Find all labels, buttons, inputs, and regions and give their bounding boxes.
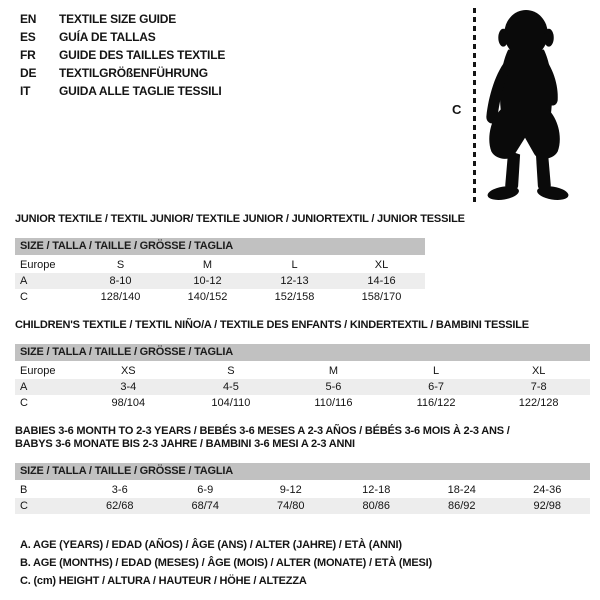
legend-language-code: EN [20,12,37,26]
table-row: A 8-10 10-12 12-13 14-16 [15,273,425,289]
table-row-label: Europe [20,259,56,271]
table-cell: 74/80 [276,500,305,512]
legend-label: TEXTILE SIZE GUIDE [59,12,177,26]
footnote-line: C. (cm) HEIGHT / ALTURA / HAUTEUR / HÖHE… [20,575,307,587]
junior-textile-table: JUNIOR TEXTILE / TEXTIL JUNIOR/ TEXTILE … [15,213,465,305]
table-cell: 86/92 [447,500,476,512]
table-cell: 80/86 [362,500,391,512]
table-row: Europe S M L XL [15,257,425,273]
table-cell: 4-5 [222,381,239,393]
table-cell: 9-12 [279,484,302,496]
table-cell: 158/170 [361,291,402,303]
legend-row: FR GUIDE DES TAILLES TEXTILE [20,46,225,64]
footnote-line: B. AGE (MONTHS) / EDAD (MESES) / ÂGE (MO… [20,557,432,569]
table-cell: 128/140 [100,291,141,303]
table-cell: 122/128 [518,397,559,409]
table-cell: 62/68 [105,500,134,512]
table-rows: Europe S M L XL A 8-10 10-12 12-13 14-16 C 128/140 1… [15,257,425,305]
height-measure-label: C [452,102,462,117]
table-row-label: C [20,500,28,512]
legend-language-code: FR [20,48,36,62]
table-cell: 6-7 [428,381,445,393]
language-legend: EN TEXTILE SIZE GUIDE ES GUÍA DE TALLAS FR GU… [20,10,225,100]
babies-textile-table: BABIES 3-6 MONTH TO 2-3 YEARS / BEBÉS 3-… [15,425,590,514]
legend-label: GUÍA DE TALLAS [59,30,156,44]
table-row: Europe XS S M L XL [15,363,590,379]
table-size-header: SIZE / TALLA / TAILLE / GRÖSSE / TAGLIA [15,463,590,480]
table-title: JUNIOR TEXTILE / TEXTIL JUNIOR/ TEXTILE … [15,213,465,226]
table-cell: 152/158 [274,291,315,303]
table-cell: 68/74 [191,500,220,512]
legend-language-code: ES [20,30,36,44]
table-cell: 24-36 [533,484,562,496]
table-title-line: BABYS 3-6 MONATE BIS 2-3 JAHRE / BAMBINI… [15,438,355,450]
legend-row: EN TEXTILE SIZE GUIDE [20,10,225,28]
legend-language-code: IT [20,84,31,98]
table-cell: XL [531,365,546,377]
legend-label: GUIDA ALLE TAGLIE TESSILI [59,84,222,98]
table-row: B 3-6 6-9 9-12 12-18 18-24 24-36 [15,482,590,498]
table-row-label: B [20,484,28,496]
table-row: C 98/104 104/110 110/116 116/122 122/128 [15,395,590,411]
table-size-header: SIZE / TALLA / TAILLE / GRÖSSE / TAGLIA [15,238,425,255]
table-cell: 18-24 [447,484,476,496]
table-row-label: C [20,397,28,409]
table-cell: M [202,259,213,271]
legend-label: TEXTILGRÖßENFÜHRUNG [59,66,208,80]
table-cell: 3-6 [111,484,128,496]
table-cell: 12-13 [280,275,309,287]
table-cell: 8-10 [109,275,132,287]
table-row: C 128/140 140/152 152/158 158/170 [15,289,425,305]
toddler-silhouette-icon [486,9,569,200]
height-measure-line [473,8,476,206]
table-cell: 110/116 [314,397,353,409]
table-cell: L [291,259,298,271]
table-cell: XL [374,259,389,271]
table-cell: XS [120,365,136,377]
table-rows: Europe XS S M L XL A 3-4 4-5 5-6 6-7 7-8 C 98/104 104/… [15,363,590,411]
table-cell: 10-12 [193,275,222,287]
table-cell: M [328,365,339,377]
table-row-label: A [20,275,28,287]
table-cell: 14-16 [367,275,396,287]
table-cell: 92/98 [533,500,562,512]
table-title-line: CHILDREN'S TEXTILE / TEXTIL NIÑO/A / TEX… [15,319,529,331]
table-title: BABIES 3-6 MONTH TO 2-3 YEARS / BEBÉS 3-… [15,425,590,451]
table-title-line: JUNIOR TEXTILE / TEXTIL JUNIOR/ TEXTILE … [15,213,465,225]
legend-language-code: DE [20,66,37,80]
table-cell: S [116,259,125,271]
legend-label: GUIDE DES TAILLES TEXTILE [59,48,226,62]
table-title-line: BABIES 3-6 MONTH TO 2-3 YEARS / BEBÉS 3-… [15,425,510,437]
table-row: A 3-4 4-5 5-6 6-7 7-8 [15,379,590,395]
table-title: CHILDREN'S TEXTILE / TEXTIL NIÑO/A / TEX… [15,319,590,332]
legend-row: ES GUÍA DE TALLAS [20,28,225,46]
table-rows: B 3-6 6-9 9-12 12-18 18-24 24-36 C 62/68 68/74 74/… [15,482,590,514]
table-cell: 6-9 [197,484,214,496]
legend-row: IT GUIDA ALLE TAGLIE TESSILI [20,82,225,100]
table-row: C 62/68 68/74 74/80 80/86 86/92 92/98 [15,498,590,514]
table-row-label: Europe [20,365,56,377]
table-cell: 104/110 [211,397,251,409]
table-cell: 98/104 [111,397,146,409]
table-cell: S [227,365,235,377]
table-cell: 116/122 [416,397,456,409]
table-size-header: SIZE / TALLA / TAILLE / GRÖSSE / TAGLIA [15,344,590,361]
legend-row: DE TEXTILGRÖßENFÜHRUNG [20,64,225,82]
table-cell: L [433,365,440,377]
table-cell: 140/152 [187,291,228,303]
table-cell: 7-8 [530,381,547,393]
table-cell: 5-6 [325,381,342,393]
footnotes: A. AGE (YEARS) / EDAD (AÑOS) / ÂGE (ANS)… [20,536,432,590]
table-cell: 12-18 [362,484,391,496]
toddler-figure: C [440,0,600,215]
table-row-label: C [20,291,28,303]
children-textile-table: CHILDREN'S TEXTILE / TEXTIL NIÑO/A / TEX… [15,319,590,411]
table-row-label: A [20,381,28,393]
footnote-line: A. AGE (YEARS) / EDAD (AÑOS) / ÂGE (ANS)… [20,539,402,551]
table-cell: 3-4 [120,381,137,393]
